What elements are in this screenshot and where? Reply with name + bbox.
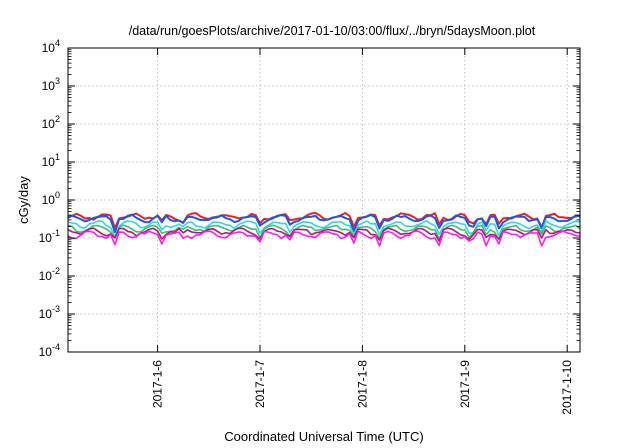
data-series-group bbox=[67, 212, 581, 247]
data-series-line bbox=[67, 230, 581, 247]
y-tick-label: 10-2 bbox=[39, 266, 60, 283]
y-tick-label: 10-4 bbox=[39, 342, 60, 359]
chart-title: /data/run/goesPlots/archive/2017-01-10/0… bbox=[129, 24, 536, 38]
x-tick-label: 2017-1-8 bbox=[355, 360, 369, 408]
x-tick-label: 2017-1-7 bbox=[253, 360, 267, 408]
data-series-line bbox=[67, 227, 581, 242]
y-tick-label: 102 bbox=[42, 114, 60, 131]
y-tick-label: 103 bbox=[42, 76, 60, 93]
y-tick-label: 100 bbox=[42, 190, 60, 207]
data-series-line bbox=[67, 224, 581, 240]
x-tick-label: 2017-1-6 bbox=[151, 360, 165, 408]
y-tick-label: 101 bbox=[42, 152, 60, 169]
y-tick-labels: 104 103 102 101 100 10-1 10-2 10-3 10-4 bbox=[39, 38, 60, 359]
x-tick-labels: 2017-1-6 2017-1-7 2017-1-8 2017-1-9 2017-1-1… bbox=[151, 360, 575, 415]
x-tick-label: 2017-1-9 bbox=[458, 360, 472, 408]
axis-ticks bbox=[68, 47, 580, 353]
y-axis-title: cGy/day bbox=[16, 176, 31, 224]
y-tick-label: 104 bbox=[42, 38, 60, 55]
x-axis-title: Coordinated Universal Time (UTC) bbox=[224, 429, 423, 444]
y-tick-label: 10-3 bbox=[39, 304, 60, 321]
grid-lines bbox=[68, 48, 580, 352]
x-tick-label: 2017-1-10 bbox=[560, 360, 574, 415]
data-series-line bbox=[67, 213, 581, 234]
y-tick-label: 10-1 bbox=[39, 228, 60, 245]
